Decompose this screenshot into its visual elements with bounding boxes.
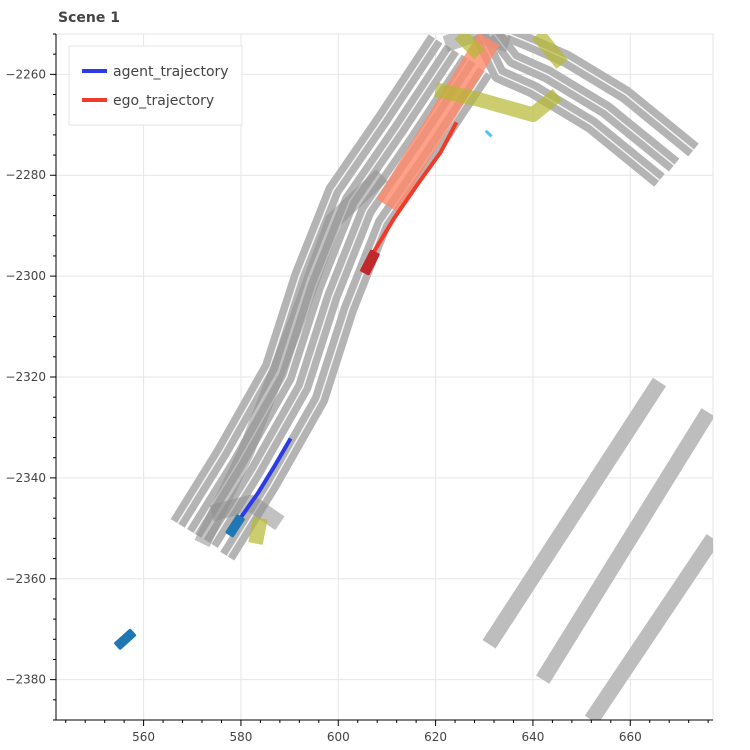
intersection-zone <box>532 34 568 69</box>
y-tick-label: −2360 <box>5 572 46 586</box>
agent-trajectory-line <box>236 437 293 522</box>
pedestrian <box>484 129 493 138</box>
crosswalk <box>536 408 713 684</box>
y-tick-label: −2260 <box>5 67 46 81</box>
lane-divider <box>493 34 675 166</box>
lane-overlap <box>442 34 511 53</box>
lane-overlap <box>194 169 388 548</box>
axes: 560 580 600 620 640 660 −2260 −2280 −2300 −2320 −2… <box>5 33 713 744</box>
legend-label-agent: agent_trajectory <box>113 64 229 80</box>
legend-label-ego: ego_trajectory <box>113 93 214 109</box>
x-tick-label: 620 <box>424 730 447 744</box>
intersection-zone <box>248 516 268 545</box>
x-tick-label: 580 <box>229 730 252 744</box>
agent-vehicle <box>114 628 137 650</box>
intersection-zone <box>433 82 562 122</box>
y-tick-label: −2280 <box>5 168 46 182</box>
chart-title: Scene 1 <box>58 10 120 26</box>
y-tick-label: −2380 <box>5 673 46 687</box>
agent-vehicle <box>225 514 245 538</box>
intersection-zone <box>454 34 485 60</box>
crosswalk <box>482 377 667 649</box>
lane-divider <box>177 38 437 524</box>
ego-trajectory-line <box>369 121 459 257</box>
x-tick-label: 640 <box>521 730 544 744</box>
x-tick-label: 560 <box>132 730 155 744</box>
legend-box <box>68 45 243 126</box>
legend: agent_trajectory ego_trajectory <box>68 45 243 126</box>
y-tick-label: −2300 <box>5 269 46 283</box>
x-tick-label: 600 <box>327 730 350 744</box>
trajectory-layer <box>114 121 459 650</box>
y-tick-label: −2340 <box>5 471 46 485</box>
lane-divider <box>478 34 660 181</box>
ego-vehicle <box>360 249 380 276</box>
y-tick-label: −2320 <box>5 370 46 384</box>
x-tick-label: 660 <box>619 730 642 744</box>
map-layer <box>170 34 713 720</box>
ego-path-area <box>376 34 500 212</box>
crosswalk <box>584 534 713 720</box>
